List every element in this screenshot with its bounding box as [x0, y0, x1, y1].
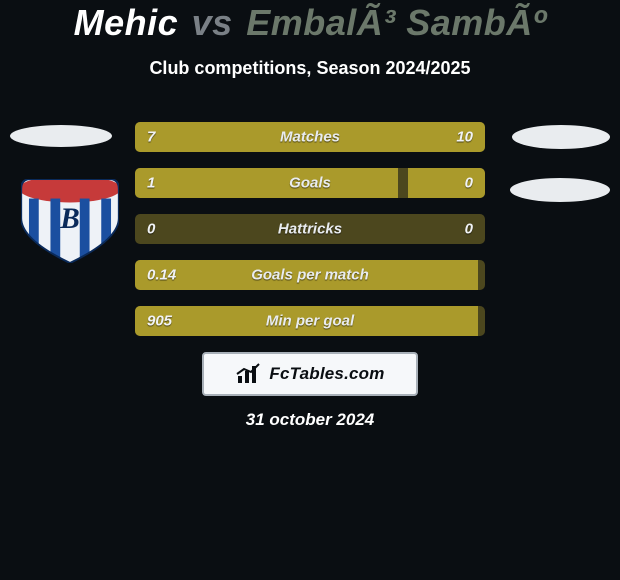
stat-left-value: 0.14: [147, 267, 176, 284]
stat-left-value: 0: [147, 221, 155, 238]
stat-label: Goals per match: [251, 267, 369, 284]
page-title: Mehic vs EmbalÃ³ SambÃº: [0, 2, 620, 44]
stat-label: Hattricks: [278, 221, 342, 238]
player2-club-slot-icon: [510, 178, 610, 202]
player1-name: Mehic: [74, 2, 179, 43]
stat-row-goals-per-match: 0.14 Goals per match: [135, 260, 485, 290]
stat-left-fill: [135, 168, 398, 198]
vs-text: vs: [192, 2, 233, 43]
stat-label: Goals: [289, 175, 331, 192]
svg-text:B: B: [59, 203, 80, 235]
snapshot-date: 31 october 2024: [0, 410, 620, 430]
subtitle: Club competitions, Season 2024/2025: [0, 58, 620, 79]
stat-right-value: 10: [456, 129, 473, 146]
fctables-logo: FcTables.com: [202, 352, 418, 396]
stat-row-min-per-goal: 905 Min per goal: [135, 306, 485, 336]
player1-slot-icon: [10, 125, 112, 147]
stat-row-matches: 7 Matches 10: [135, 122, 485, 152]
stat-row-goals: 1 Goals 0: [135, 168, 485, 198]
stat-right-value: 0: [465, 175, 473, 192]
stat-label: Min per goal: [266, 313, 354, 330]
player2-name: EmbalÃ³ SambÃº: [246, 2, 546, 43]
stat-left-value: 7: [147, 129, 155, 146]
logo-text: FcTables.com: [269, 364, 384, 384]
stat-right-value: 0: [465, 221, 473, 238]
stat-right-fill: [408, 168, 485, 198]
stat-row-hattricks: 0 Hattricks 0: [135, 214, 485, 244]
bar-chart-icon: [235, 363, 263, 385]
comparison-card: Mehic vs EmbalÃ³ SambÃº Club competition…: [0, 0, 620, 580]
player2-slot-icon: [512, 125, 610, 149]
stat-left-value: 1: [147, 175, 155, 192]
player1-club-badge-icon: B: [21, 179, 119, 263]
stat-left-fill: [135, 122, 279, 152]
stats-bars: 7 Matches 10 1 Goals 0 0 Hattricks 0 0.1…: [135, 122, 485, 352]
stat-left-value: 905: [147, 313, 172, 330]
stat-label: Matches: [280, 129, 340, 146]
